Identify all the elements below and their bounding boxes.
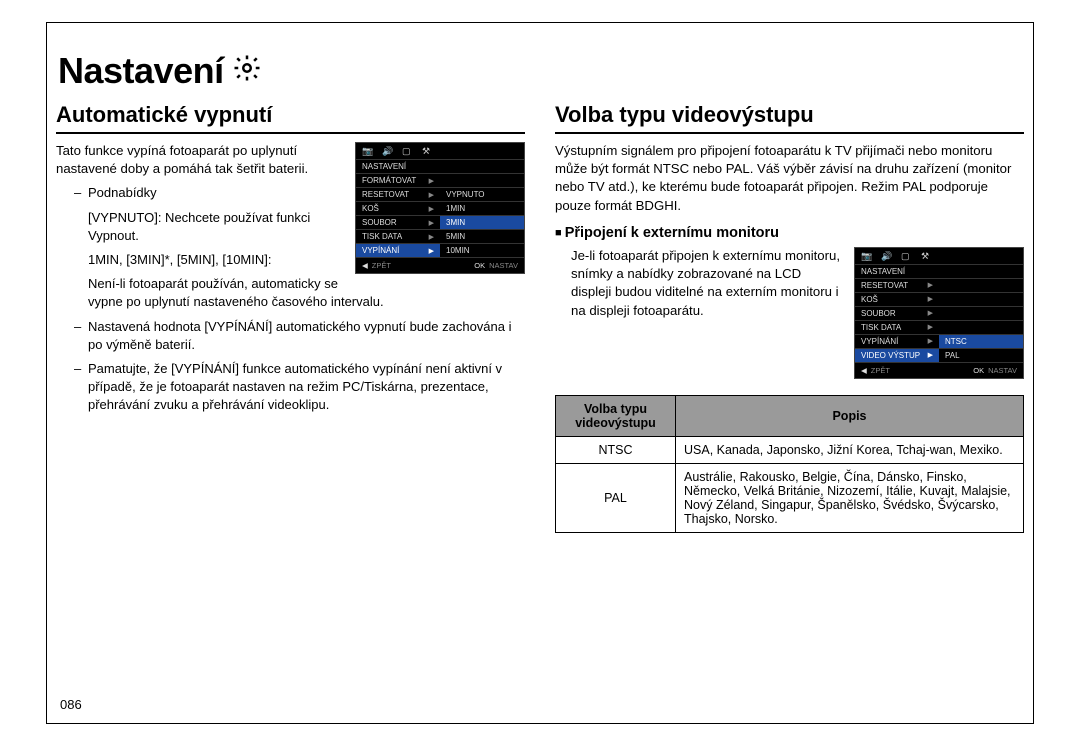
lcd-row: 5MIN	[440, 229, 524, 243]
lcd-row: 1MIN	[440, 201, 524, 215]
lcd-row: PAL	[939, 348, 1023, 362]
lcd-row-highlight: 3MIN	[440, 215, 524, 229]
table-cell-type: PAL	[556, 463, 676, 532]
lcd-screenshot-left: 📷 🔊 ▢ ⚒ NASTAVENÍ FORMÁTOVAT▶ RESETOVAT▶…	[355, 142, 525, 274]
left-section-title: Automatické vypnutí	[56, 102, 525, 134]
page-number: 086	[60, 697, 82, 712]
lcd-row	[939, 306, 1023, 320]
lcd-row	[939, 320, 1023, 334]
lcd-footer: ◀ZPĚT OKNASTAV	[356, 257, 524, 273]
lcd-row-highlight: VIDEO VÝSTUP▶	[855, 348, 939, 362]
lcd-header: NASTAVENÍ	[356, 159, 524, 173]
page-title: Nastavení	[58, 50, 1024, 92]
lcd-row	[939, 292, 1023, 306]
table-row: PAL Austrálie, Rakousko, Belgie, Čína, D…	[556, 463, 1024, 532]
page-title-text: Nastavení	[58, 50, 224, 92]
wrench-icon: ⚒	[422, 146, 434, 156]
lcd-screenshot-right: 📷 🔊 ▢ ⚒ NASTAVENÍ RESETOVAT▶ KOŠ▶ SOUBOR…	[854, 247, 1024, 379]
lcd-row	[939, 278, 1023, 292]
lcd-row: KOŠ▶	[855, 292, 939, 306]
lcd-row: KOŠ▶	[356, 201, 440, 215]
right-subheading: Připojení k externímu monitoru	[555, 225, 1024, 241]
sound-icon: 🔊	[881, 251, 893, 261]
video-output-table: Volba typu videovýstupu Popis NTSC USA, …	[555, 395, 1024, 533]
lcd-row: 10MIN	[440, 243, 524, 257]
table-cell-type: NTSC	[556, 436, 676, 463]
lcd-row-highlight: VYPÍNÁNÍ▶	[356, 243, 440, 257]
display-icon: ▢	[402, 146, 414, 156]
display-icon: ▢	[901, 251, 913, 261]
table-header-type: Volba typu videovýstupu	[556, 395, 676, 436]
right-column: Volba typu videovýstupu Výstupním signál…	[555, 102, 1024, 533]
lcd-row: VYPÍNÁNÍ▶	[855, 334, 939, 348]
lcd-row-highlight: NTSC	[939, 334, 1023, 348]
sound-icon: 🔊	[382, 146, 394, 156]
bullet-keep: Nastavená hodnota [VYPÍNÁNÍ] automatické…	[74, 318, 525, 354]
lcd-row: SOUBOR▶	[356, 215, 440, 229]
lcd-header: NASTAVENÍ	[855, 264, 1023, 278]
content-columns: Automatické vypnutí 📷 🔊 ▢ ⚒ NASTAVENÍ FO…	[56, 102, 1024, 533]
camera-icon: 📷	[362, 146, 374, 156]
lcd-topbar: 📷 🔊 ▢ ⚒	[855, 248, 1023, 264]
table-row: NTSC USA, Kanada, Japonsko, Jižní Korea,…	[556, 436, 1024, 463]
table-cell-desc: Austrálie, Rakousko, Belgie, Čína, Dánsk…	[676, 463, 1024, 532]
camera-icon: 📷	[861, 251, 873, 261]
bullet-note: Pamatujte, že [VYPÍNÁNÍ] funkce automati…	[74, 360, 525, 415]
lcd-row: SOUBOR▶	[855, 306, 939, 320]
table-header-desc: Popis	[676, 395, 1024, 436]
lcd-topbar: 📷 🔊 ▢ ⚒	[356, 143, 524, 159]
lcd-row: TISK DATA▶	[855, 320, 939, 334]
right-intro: Výstupním signálem pro připojení fotoapa…	[555, 142, 1024, 215]
wrench-icon: ⚒	[921, 251, 933, 261]
table-cell-desc: USA, Kanada, Japonsko, Jižní Korea, Tcha…	[676, 436, 1024, 463]
lcd-footer: ◀ZPĚT OKNASTAV	[855, 362, 1023, 378]
lcd-row: TISK DATA▶	[356, 229, 440, 243]
right-section-title: Volba typu videovýstupu	[555, 102, 1024, 134]
lcd-row: RESETOVAT▶	[855, 278, 939, 292]
left-column: Automatické vypnutí 📷 🔊 ▢ ⚒ NASTAVENÍ FO…	[56, 102, 525, 533]
gear-icon	[232, 50, 262, 92]
option-times-desc: Není-li fotoaparát používán, automaticky…	[74, 275, 525, 311]
submenu-label: Podnabídky	[74, 184, 525, 202]
